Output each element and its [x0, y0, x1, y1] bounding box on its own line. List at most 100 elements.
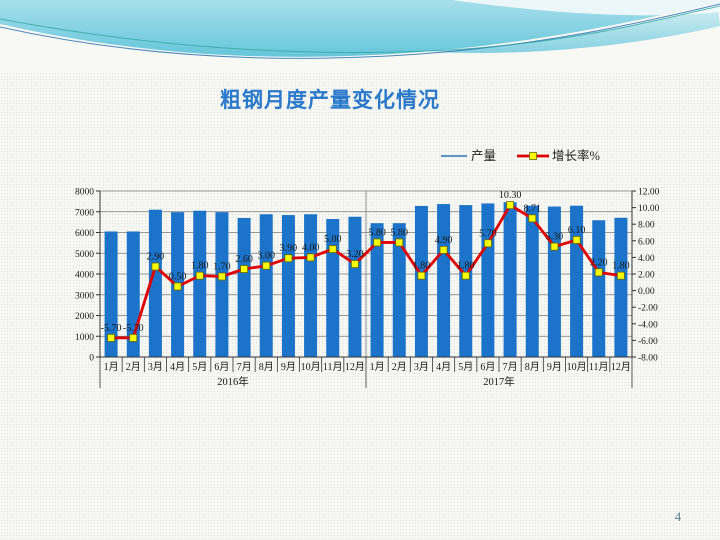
right-axis-tick-label: 6.00: [638, 237, 655, 247]
growth-data-label: 2.90: [147, 252, 165, 263]
growth-marker-icon: [572, 236, 581, 244]
production-bar: [614, 217, 628, 357]
left-axis-tick-label: 3000: [75, 291, 94, 301]
growth-marker-icon: [439, 246, 448, 254]
right-axis-tick-label: 8.00: [638, 221, 655, 231]
legend-production-label: 产量: [471, 149, 496, 163]
production-bar: [547, 206, 561, 357]
production-bar: [348, 216, 362, 357]
wave-teal-line-icon: [0, 5, 720, 54]
growth-data-label: 5.70: [479, 228, 497, 239]
production-bar: [414, 205, 428, 357]
x-axis-month-label: 3月: [414, 361, 429, 373]
growth-data-label: 8.71: [524, 203, 542, 214]
x-axis-month-label: 1月: [104, 361, 119, 373]
legend-growth-marker-icon: [529, 152, 537, 160]
growth-data-label: 1.80: [413, 261, 431, 272]
x-axis-month-label: 12月: [611, 361, 631, 373]
left-axis-tick-label: 6000: [75, 229, 94, 239]
production-bar: [237, 217, 251, 357]
growth-marker-icon: [417, 271, 426, 280]
right-axis-tick-label: 4.00: [638, 254, 655, 264]
x-axis-month-label: 3月: [148, 361, 163, 373]
growth-data-label: -5.70: [101, 323, 122, 334]
left-axis-tick-label: 4000: [75, 271, 94, 281]
x-axis-month-label: 4月: [436, 361, 451, 373]
growth-marker-icon: [550, 242, 559, 251]
right-axis-tick-label: 12.00: [638, 188, 660, 198]
growth-marker-icon: [262, 261, 271, 270]
header-wave-decoration: [0, 0, 720, 72]
growth-marker-icon: [218, 272, 226, 281]
x-axis-month-label: 5月: [192, 361, 207, 373]
left-axis-tick-label: 1000: [75, 333, 94, 343]
slide-title: 粗钢月度产量变化情况: [220, 89, 440, 112]
growth-marker-icon: [594, 268, 603, 277]
production-bar: [193, 210, 207, 357]
right-axis-tick-label: -4.00: [638, 320, 658, 330]
right-axis-tick-label: 2.00: [638, 271, 655, 281]
right-axis-tick-label: 0.00: [638, 287, 655, 297]
production-bar: [281, 215, 295, 357]
growth-data-label: 4.90: [435, 235, 453, 246]
page-number: 4: [674, 509, 682, 524]
growth-marker-icon: [129, 334, 138, 342]
production-bar: [259, 214, 273, 357]
wave-cyan-swoosh-icon: [432, 7, 720, 53]
growth-marker-icon: [373, 238, 381, 247]
growth-marker-icon: [351, 260, 359, 268]
x-axis-year-label: 2017年: [483, 375, 515, 388]
production-bar: [215, 212, 229, 357]
x-axis-month-label: 6月: [480, 361, 495, 373]
growth-data-label: 5.80: [368, 227, 386, 238]
wave-white-slash-icon: [452, 0, 720, 16]
growth-data-label: 5.00: [324, 234, 342, 245]
production-bar: [481, 203, 495, 357]
production-bar: [148, 209, 162, 357]
x-axis-month-label: 9月: [281, 361, 296, 373]
growth-marker-icon: [617, 271, 625, 280]
x-axis-month-label: 12月: [345, 361, 365, 373]
growth-marker-icon: [506, 201, 514, 210]
production-growth-chart: 0 1000 2000 3000 4000 5000 6000 7000 8000 -8.00 -6…: [75, 148, 660, 388]
growth-marker-icon: [107, 334, 115, 342]
x-axis-month-label: 10月: [301, 361, 321, 373]
growth-data-label: 1.80: [191, 261, 209, 272]
x-axis-month-label: 7月: [237, 361, 252, 373]
left-axis-tick-label: 0: [89, 354, 94, 364]
x-axis-month-label: 6月: [214, 361, 229, 373]
growth-marker-icon: [461, 271, 470, 280]
x-axis-month-label: 9月: [547, 361, 562, 373]
growth-data-label: 6.10: [568, 225, 586, 236]
growth-data-label: 1.70: [213, 261, 231, 272]
growth-data-label: 3.90: [280, 243, 298, 254]
production-bar: [503, 202, 517, 357]
left-axis-tick-label: 7000: [75, 208, 94, 218]
x-axis-month-label: 11月: [589, 361, 609, 373]
x-axis-month-label: 11月: [323, 361, 343, 373]
growth-marker-icon: [151, 262, 160, 271]
production-bar: [104, 231, 118, 357]
growth-marker-icon: [284, 254, 293, 263]
growth-data-label: 0.50: [169, 271, 187, 282]
left-axis-tick-label: 5000: [75, 250, 94, 260]
growth-marker-icon: [528, 214, 537, 223]
x-axis-month-label: 2月: [126, 361, 141, 373]
right-axis-tick-label: -2.00: [638, 304, 658, 314]
x-axis-month-label: 1月: [370, 361, 385, 373]
growth-data-label: 1.80: [457, 261, 475, 272]
growth-data-label: -5.70: [123, 323, 144, 334]
x-axis-year-label: 2016年: [217, 375, 249, 388]
x-axis-month-label: 5月: [458, 361, 473, 373]
growth-marker-icon: [195, 271, 204, 280]
production-bar: [437, 204, 451, 357]
growth-marker-icon: [484, 239, 492, 248]
growth-marker-icon: [240, 265, 248, 273]
growth-data-label: 2.20: [590, 257, 608, 268]
growth-data-label: 4.00: [302, 242, 320, 253]
growth-marker-icon: [395, 238, 404, 247]
x-axis-month-label: 7月: [503, 361, 518, 373]
x-axis-month-label: 10月: [567, 361, 587, 373]
production-bar: [592, 220, 606, 357]
